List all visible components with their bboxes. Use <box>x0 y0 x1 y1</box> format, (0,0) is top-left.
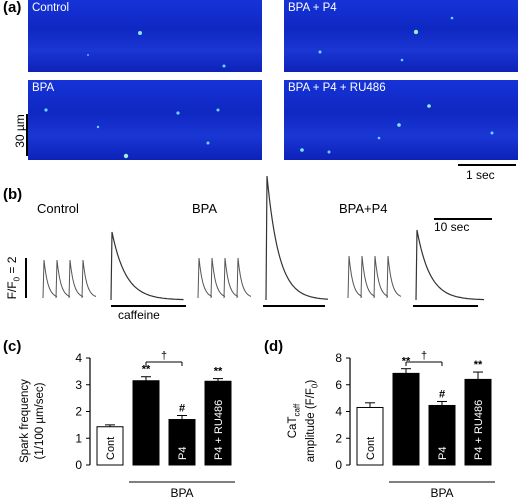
chart-d-significance-mark: # <box>439 388 445 400</box>
chart-c-bar <box>132 380 160 466</box>
x-scale-label: 1 sec <box>466 168 495 182</box>
chart-d-ytick-label: 2 <box>335 431 342 445</box>
image-title-control: Control <box>32 2 70 14</box>
chart-d-bar <box>464 378 492 466</box>
chart-c-ytick-label: 1 <box>75 431 82 445</box>
caffeine-label: caffeine <box>118 308 160 322</box>
panel-c-label: (c) <box>3 338 22 355</box>
caffeine-trace-control <box>110 231 184 301</box>
linescan-image-bpa-p4: BPA + P4 <box>284 0 518 72</box>
spark-dots-bpa-p4-ru486 <box>300 104 494 154</box>
chart-c-bar <box>96 426 124 466</box>
chart-c-significance-mark: # <box>179 403 185 415</box>
chart-c-ytick-label: 3 <box>75 378 82 392</box>
chart-d-bar-label: Cont <box>365 437 377 460</box>
linescan-image-bpa-p4-ru486: BPA + P4 + RU486 <box>284 80 518 160</box>
y-scale-label: 30 µm <box>13 114 27 148</box>
caffeine-trace-bpa-p4 <box>415 229 485 301</box>
chart-d-bar-label: P4 + RU486 <box>473 400 485 460</box>
chart-c-significance-mark: ** <box>214 366 223 378</box>
panel-b-label: (b) <box>3 186 23 203</box>
y-scale-bar <box>26 114 28 156</box>
spark-dots-bpa <box>44 108 220 159</box>
trace-title-bpa: BPA <box>192 201 218 216</box>
x-scale-bar <box>458 164 516 166</box>
caffeine-trace-bpa <box>265 175 329 301</box>
chart-d-bar <box>356 406 384 466</box>
chart-c-bar <box>204 380 232 466</box>
chart-c-bar-label: P4 + RU486 <box>213 400 225 460</box>
image-title-bpa-p4: BPA + P4 <box>288 2 337 14</box>
chart-d-bar <box>428 404 456 466</box>
chart-d-ytick-label: 6 <box>335 378 342 392</box>
linescan-image-control: Control <box>28 0 262 72</box>
image-title-bpa: BPA <box>32 82 55 94</box>
amplitude-scale-bar <box>25 258 27 298</box>
image-title-bpa-p4-ru486: BPA + P4 + RU486 <box>288 82 386 94</box>
chart-c-bar-label: P4 <box>177 447 189 460</box>
chart-c-ytick-label: 0 <box>75 458 82 472</box>
panel-d-label: (d) <box>264 338 284 355</box>
twitch-trace-bpa-p4 <box>347 255 402 299</box>
chart-d-ytick-label: 0 <box>335 458 342 472</box>
spark-dots-control <box>87 31 226 68</box>
linescan-image-bpa: BPA <box>28 80 262 160</box>
spark-frequency-chart: 0 1 2 3 4 Cont ** # P4 ** P4 + RU486 † BPA <box>75 350 235 500</box>
trace-title-bpa-p4: BPA+P4 <box>339 201 388 216</box>
spark-dots-bpa-p4 <box>318 16 454 62</box>
chart-d-dagger: † <box>421 350 427 362</box>
trace-title-control: Control <box>37 201 79 216</box>
twitch-trace-control <box>42 259 97 299</box>
chart-c-ytick-label: 2 <box>75 405 82 419</box>
chart-c-ytick-label: 4 <box>75 351 82 365</box>
chart-d-bar <box>392 372 420 466</box>
chart-c-bar-label: Cont <box>105 437 117 460</box>
panel-a-label: (a) <box>3 0 22 16</box>
chart-c-dagger: † <box>161 350 167 362</box>
time-scale-label: 10 sec <box>434 220 470 234</box>
chart-d-ytick-label: 8 <box>335 351 342 365</box>
chart-c-group-label: BPA <box>170 486 193 500</box>
calcium-traces <box>42 175 485 307</box>
time-scale-bar <box>434 218 492 220</box>
chart-d-bar-label: P4 <box>437 447 449 460</box>
chart-d-group-label: BPA <box>430 486 453 500</box>
chart-d-ytick-label: 4 <box>335 405 342 419</box>
chart-d-significance-mark: ** <box>474 359 483 371</box>
chart-c-significance-mark: ** <box>142 364 151 376</box>
twitch-trace-bpa <box>197 257 252 299</box>
